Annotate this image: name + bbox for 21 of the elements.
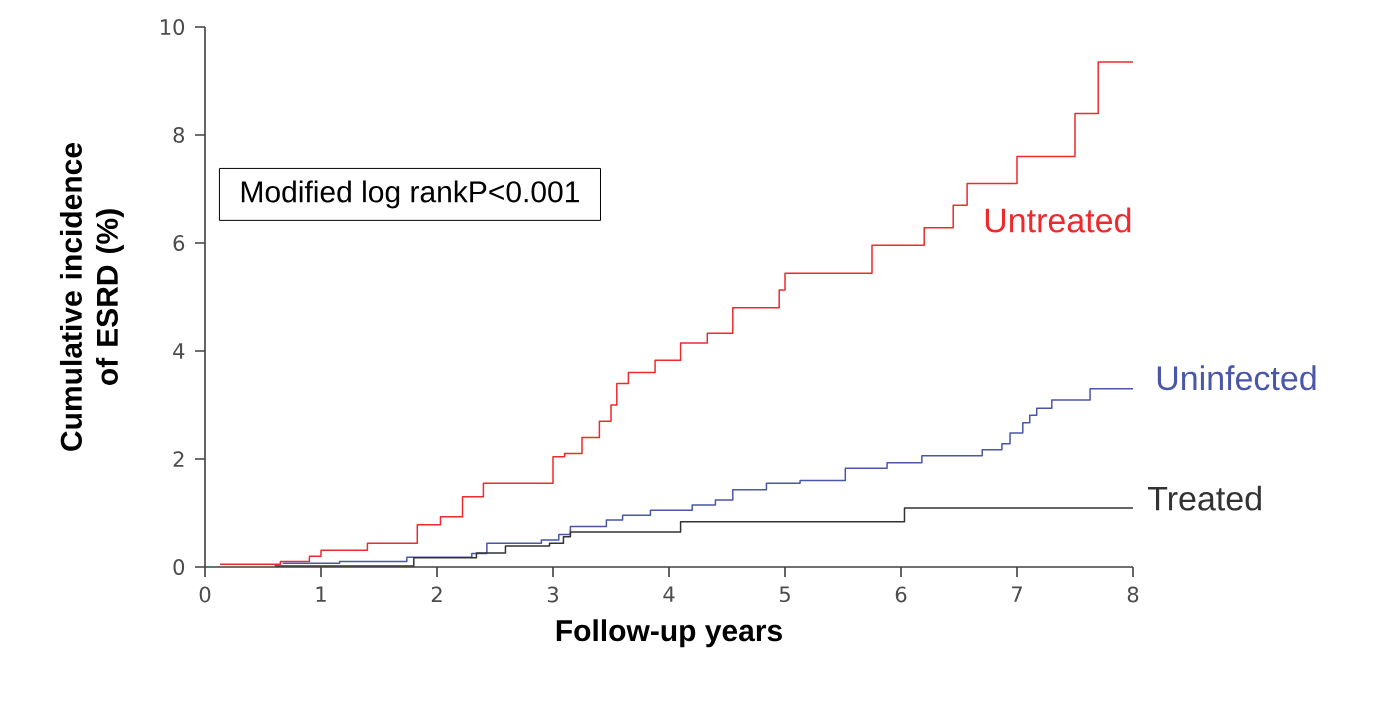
series-label: Uninfected	[1157, 365, 1316, 391]
x-tick-label: 5	[779, 586, 790, 603]
y-tick-label: 0	[173, 559, 185, 575]
x-tick-label: 0	[199, 586, 211, 603]
x-tick-label: 8	[1127, 586, 1139, 603]
y-tick-label: 4	[173, 343, 185, 359]
x-tick-label: 4	[663, 586, 675, 602]
x-tick-label: 7	[1012, 586, 1022, 602]
x-tick-label: 6	[895, 586, 907, 603]
y-tick-label: 8	[173, 127, 185, 143]
x-axis-title: Follow-up years	[556, 619, 782, 648]
x-tick-label: 3	[547, 586, 559, 603]
y-tick-label: 6	[173, 235, 185, 251]
x-tick-label: 1	[316, 586, 326, 602]
x-tick-label: 2	[431, 586, 442, 603]
series-label: Treated	[1147, 485, 1261, 511]
y-tick-label: 2	[173, 451, 184, 467]
annotation: Modified log rankP<0.001	[241, 180, 579, 209]
y-axis-title: Cumulative incidence of ESRD (%)	[59, 142, 124, 451]
series-label: Untreated	[985, 207, 1131, 233]
y-tick-label: 10	[161, 19, 185, 35]
